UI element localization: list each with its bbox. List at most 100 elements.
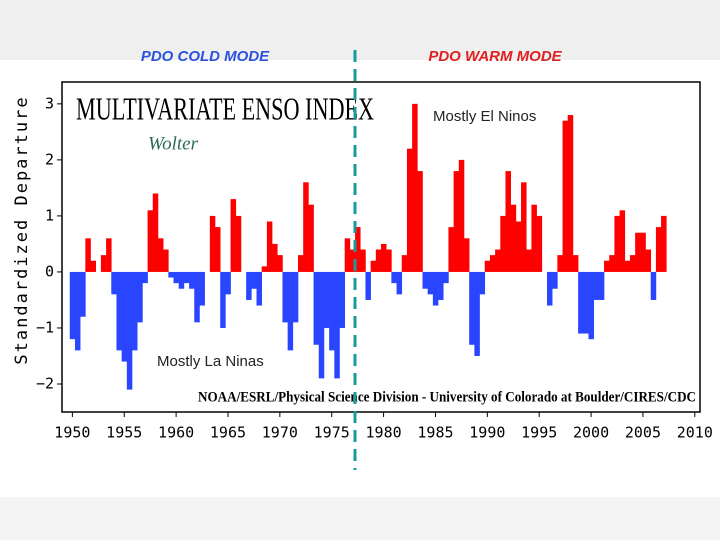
- index-bar: [510, 204, 517, 272]
- index-bar: [121, 271, 128, 362]
- index-bar: [85, 238, 91, 272]
- y-tick-label: −2: [36, 374, 54, 392]
- y-tick-label: −1: [36, 318, 54, 336]
- index-bar: [650, 271, 657, 300]
- x-tick-label: 1995: [521, 424, 557, 442]
- index-bar: [629, 255, 636, 272]
- index-bar: [173, 271, 180, 284]
- index-bar: [209, 215, 216, 272]
- index-bar: [567, 115, 574, 272]
- index-bar: [261, 266, 268, 272]
- index-bar: [489, 255, 496, 272]
- index-bar: [157, 238, 164, 272]
- index-bar: [80, 271, 86, 317]
- y-axis-label: Standardized Departure: [12, 95, 32, 364]
- index-bar: [453, 171, 460, 272]
- x-tick-label: 1960: [158, 424, 194, 442]
- index-bar: [116, 271, 122, 351]
- y-tick-label: 1: [45, 206, 54, 224]
- x-tick-label: 1970: [262, 424, 298, 442]
- index-bar: [458, 159, 465, 272]
- index-bar: [474, 271, 480, 356]
- index-bar: [215, 227, 221, 272]
- y-tick-label: 0: [45, 262, 54, 280]
- index-bar: [235, 215, 242, 272]
- index-bar: [619, 210, 626, 272]
- marks: [69, 103, 667, 390]
- index-bar: [578, 271, 584, 334]
- index-bar: [381, 243, 387, 272]
- index-bar: [635, 232, 641, 272]
- index-bar: [427, 271, 434, 295]
- index-bar: [406, 148, 413, 272]
- index-bar: [137, 271, 143, 323]
- index-bar: [308, 204, 314, 272]
- index-bar: [661, 215, 667, 272]
- index-bar: [640, 232, 646, 272]
- index-bar: [443, 271, 449, 284]
- index-bar: [199, 271, 205, 306]
- index-bar: [106, 238, 112, 272]
- index-bar: [505, 171, 511, 272]
- index-bar: [469, 271, 475, 345]
- index-bar: [614, 215, 620, 272]
- index-bar: [334, 271, 340, 379]
- index-bar: [598, 271, 605, 300]
- index-bar: [220, 271, 226, 328]
- x-tick-label: 2010: [677, 424, 713, 442]
- index-bar: [562, 120, 569, 272]
- index-bar: [655, 227, 662, 272]
- index-bar: [147, 210, 154, 272]
- index-bar: [484, 260, 491, 272]
- x-tick-label: 1955: [106, 424, 142, 442]
- index-bar: [266, 221, 273, 272]
- index-bar: [287, 271, 294, 351]
- index-bar: [552, 271, 558, 289]
- index-bar: [438, 271, 444, 300]
- index-bar: [349, 249, 356, 272]
- index-bar: [360, 249, 366, 272]
- index-bar: [323, 271, 330, 328]
- x-tick-label: 1950: [54, 424, 90, 442]
- index-bar: [531, 204, 537, 272]
- index-bar: [463, 238, 470, 272]
- la-nina-label: Mostly La Ninas: [157, 353, 264, 370]
- chart-title: MULTIVARIATE ENSO INDEX: [76, 90, 374, 126]
- x-tick-label: 1990: [469, 424, 505, 442]
- bottom-band: [0, 497, 720, 540]
- index-bar: [495, 249, 501, 272]
- index-bar: [521, 182, 527, 272]
- index-bar: [168, 271, 174, 278]
- index-bar: [572, 255, 579, 272]
- index-bar: [546, 271, 553, 306]
- chart-subtitle: Wolter: [148, 133, 199, 154]
- index-bar: [339, 271, 345, 328]
- index-bar: [225, 271, 231, 295]
- index-bar: [277, 255, 283, 272]
- index-bar: [318, 271, 325, 379]
- index-bar: [303, 182, 309, 272]
- x-tick-label: 1965: [210, 424, 246, 442]
- index-bar: [90, 260, 97, 272]
- index-bar: [583, 271, 589, 334]
- index-bar: [588, 271, 594, 340]
- index-bar: [386, 249, 392, 272]
- cold-label: PDO COLD MODE: [141, 48, 270, 65]
- index-bar: [282, 271, 288, 323]
- index-bar: [230, 199, 237, 272]
- index-bar: [412, 103, 418, 272]
- index-bar: [500, 215, 506, 272]
- index-bar: [132, 271, 138, 351]
- index-bar: [645, 249, 652, 272]
- index-bar: [396, 271, 403, 295]
- x-tick-label: 1985: [417, 424, 453, 442]
- index-bar: [479, 271, 486, 295]
- index-bar: [526, 249, 532, 272]
- index-bar: [557, 255, 563, 272]
- index-bar: [100, 255, 107, 272]
- index-bar: [142, 271, 148, 284]
- source: NOAA/ESRL/Physical Science Division - Un…: [198, 389, 696, 405]
- index-bar: [69, 271, 76, 340]
